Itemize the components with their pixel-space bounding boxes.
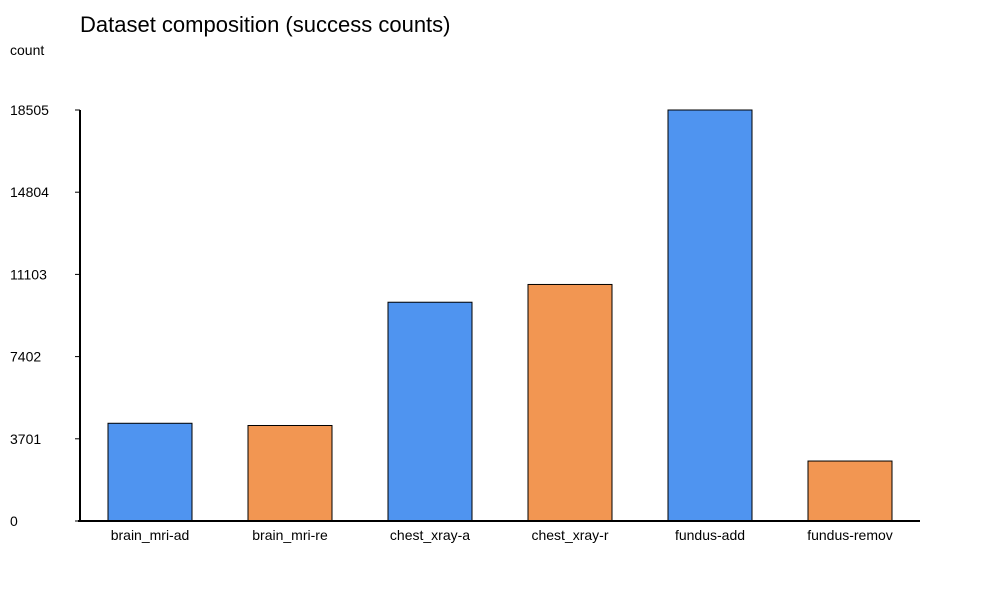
bar-fundus-remov (807, 460, 893, 522)
y-tick-label: 0 (10, 513, 18, 529)
y-ticks-group: 0 3701 7402 11103 14804 18505 (10, 102, 80, 529)
chart-title: Dataset composition (success counts) (80, 12, 451, 37)
y-tick-label: 18505 (10, 102, 49, 118)
y-tick-label: 3701 (10, 431, 41, 447)
x-tick-label: chest_xray-a (390, 527, 470, 543)
bar-chest_xray-r (527, 283, 613, 522)
y-tick-label: 11103 (10, 266, 47, 282)
x-ticks-group: brain_mri-ad brain_mri-re chest_xray-a ches… (111, 527, 893, 543)
x-tick-label: fundus-add (675, 527, 745, 543)
y-tick-label: 14804 (10, 184, 49, 200)
bar-brain_mri-ad (107, 422, 193, 522)
y-tick-label: 7402 (10, 349, 41, 365)
x-tick-label: chest_xray-r (531, 527, 608, 543)
x-tick-label: fundus-remov (807, 527, 893, 543)
y-axis-label: count (10, 42, 44, 58)
bar-brain_mri-re (247, 424, 333, 522)
x-tick-label: brain_mri-ad (111, 527, 190, 543)
x-tick-label: brain_mri-re (252, 527, 328, 543)
bars-group (107, 109, 893, 522)
bar-chest_xray-a (387, 301, 473, 522)
bar-fundus-add (667, 109, 753, 522)
